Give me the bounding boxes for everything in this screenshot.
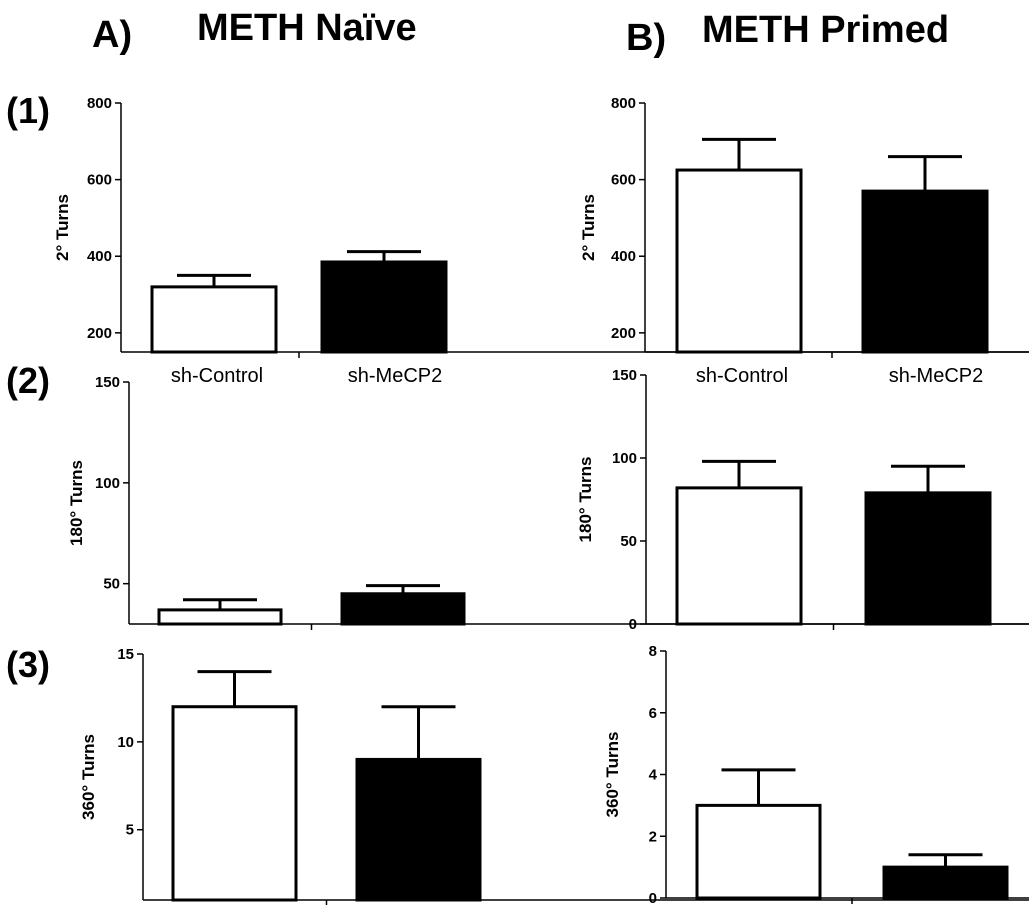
row-label-1: (1)	[6, 90, 50, 131]
panel-b1: 200 400 600 800 2° Turns sh-Control sh-MeCP2	[579, 95, 1029, 387]
y-tick-label: 0	[649, 890, 657, 905]
y-axis-title: 2° Turns	[579, 194, 598, 261]
y-tick-label: 800	[611, 95, 636, 112]
y-axis-title: 360° Turns	[603, 732, 622, 818]
y-tick-label: 100	[612, 450, 637, 467]
y-tick-label: 400	[87, 248, 112, 265]
y-axis-title: 180° Turns	[576, 457, 595, 543]
bar-sh-control	[675, 168, 803, 354]
bar-sh-mecp2	[882, 865, 1009, 900]
bar-sh-control	[157, 608, 283, 626]
bar-sh-control	[695, 803, 822, 900]
panel-b2: 0 50 100 150 180° Turns	[576, 367, 1029, 633]
bar-sh-mecp2	[355, 757, 482, 902]
y-tick-label: 150	[95, 374, 120, 391]
y-tick-label: 4	[649, 767, 658, 784]
y-tick-label: 400	[611, 248, 636, 265]
panel-b3: 0 2 4 6 8 360° Turns	[603, 643, 1029, 905]
y-tick-label: 200	[87, 325, 112, 342]
y-tick-label: 150	[612, 367, 637, 384]
y-tick-label: 6	[649, 705, 657, 722]
column-b-title: METH Primed	[702, 9, 949, 51]
column-b-letter: B)	[626, 17, 666, 59]
y-tick-label: 2	[649, 828, 657, 845]
y-tick-label: 10	[117, 734, 134, 751]
bar-sh-control	[171, 705, 298, 902]
y-axis-title: 180° Turns	[67, 460, 86, 546]
y-tick-label: 8	[649, 643, 657, 660]
bar-sh-control	[150, 285, 278, 354]
category-label: sh-Control	[696, 365, 788, 387]
panel-a1: 200 400 600 800 2° Turns sh-Control sh-MeCP2	[53, 95, 1029, 387]
column-a-letter: A)	[92, 14, 132, 56]
category-label: sh-MeCP2	[348, 365, 442, 387]
bar-sh-mecp2	[864, 491, 992, 626]
y-tick-label: 50	[620, 533, 637, 550]
column-a-title: METH Naïve	[197, 7, 417, 49]
y-tick-label: 200	[611, 325, 636, 342]
bar-sh-mecp2	[861, 189, 989, 354]
y-tick-label: 100	[95, 475, 120, 492]
bar-sh-mecp2	[320, 260, 448, 354]
y-tick-label: 800	[87, 95, 112, 112]
panel-a3: 5 10 15 360° Turns	[79, 646, 1029, 905]
category-label: sh-Control	[171, 365, 263, 387]
y-tick-label: 0	[629, 616, 637, 633]
panel-a2: 50 100 150 180° Turns	[67, 374, 1029, 630]
bar-sh-control	[675, 486, 803, 626]
category-label: sh-MeCP2	[889, 365, 983, 387]
y-tick-label: 50	[103, 576, 120, 593]
y-tick-label: 15	[117, 646, 134, 663]
y-tick-label: 600	[611, 172, 636, 189]
row-label-2: (2)	[6, 360, 50, 401]
row-label-3: (3)	[6, 644, 50, 685]
bar-sh-mecp2	[340, 592, 466, 626]
y-tick-label: 5	[126, 822, 134, 839]
y-axis-title: 360° Turns	[79, 734, 98, 820]
y-axis-title: 2° Turns	[53, 194, 72, 261]
y-tick-label: 600	[87, 172, 112, 189]
